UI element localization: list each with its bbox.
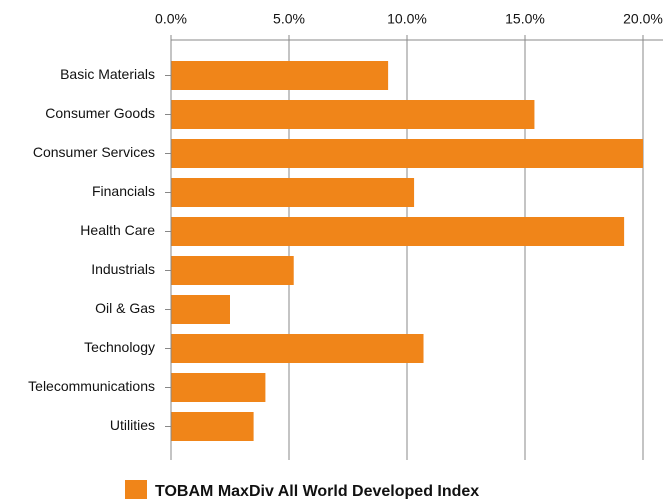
bar bbox=[171, 178, 415, 207]
y-tick-label: Basic Materials bbox=[60, 66, 155, 82]
y-tick-label: Industrials bbox=[91, 261, 155, 277]
bar bbox=[171, 412, 254, 441]
bar bbox=[171, 256, 294, 285]
y-tick-label: Health Care bbox=[80, 222, 155, 238]
y-tick-label: Technology bbox=[84, 339, 155, 355]
x-tick-label: 10.0% bbox=[387, 11, 427, 27]
y-tick-label: Consumer Services bbox=[33, 144, 155, 160]
x-tick-label: 0.0% bbox=[155, 11, 187, 27]
bar bbox=[171, 334, 424, 363]
y-tick-label: Oil & Gas bbox=[95, 300, 155, 316]
bar bbox=[171, 295, 230, 324]
bar bbox=[171, 217, 625, 246]
y-tick-label: Financials bbox=[92, 183, 155, 199]
y-tick-label: Utilities bbox=[110, 417, 155, 433]
x-tick-label: 5.0% bbox=[273, 11, 305, 27]
bar bbox=[171, 61, 389, 90]
y-tick-label: Telecommunications bbox=[28, 378, 155, 394]
bar bbox=[171, 100, 535, 129]
x-tick-label: 15.0% bbox=[505, 11, 545, 27]
bar bbox=[171, 139, 643, 168]
legend-text: TOBAM MaxDiv All World Developed Index bbox=[155, 483, 479, 499]
x-tick-label: 20.0% bbox=[623, 11, 663, 27]
legend-swatch bbox=[125, 480, 147, 499]
bar bbox=[171, 373, 266, 402]
y-tick-label: Consumer Goods bbox=[45, 105, 155, 121]
